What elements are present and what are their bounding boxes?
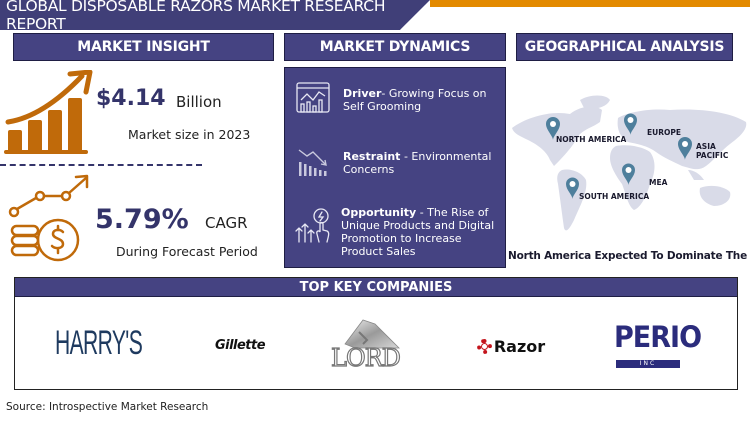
- report-title: GLOBAL DISPOSABLE RAZORS MARKET RESEARCH…: [0, 0, 430, 30]
- divider: [0, 164, 202, 166]
- top-key-companies-panel: TOP KEY COMPANIES HARRY'S Gillette LORD …: [14, 277, 738, 390]
- restraint-text: Restraint - Environmental Concerns: [343, 150, 492, 176]
- source-text: Source: Introspective Market Research: [6, 401, 209, 413]
- declining-chart-icon: [298, 149, 327, 176]
- market-dynamics-heading: MARKET DYNAMICS: [284, 33, 506, 61]
- region-asia-pacific: ASIA PACIFIC: [696, 142, 729, 160]
- coin-growth-icon: [8, 174, 89, 262]
- growth-touch-icon: [295, 208, 330, 243]
- region-europe: EUROPE: [647, 128, 681, 137]
- region-north-america: NORTH AMERICA: [556, 135, 627, 144]
- cagr-value: 5.79%: [95, 204, 189, 235]
- perio-wordmark: PERIO: [614, 320, 702, 355]
- market-size-label: Market size in 2023: [128, 127, 251, 142]
- logo-perio: PERIO INC: [612, 320, 702, 374]
- logo-harrys: HARRY'S: [55, 323, 143, 362]
- logo-gillette: Gillette: [214, 337, 266, 353]
- analytics-chart-icon: [296, 82, 330, 113]
- razor-wordmark: Razor: [493, 336, 546, 356]
- logo-razor: Razor: [466, 334, 556, 358]
- opportunity-text: Opportunity - The Rise of Unique Product…: [341, 206, 495, 258]
- header-accent-bar: [430, 0, 750, 7]
- market-insight-panel: $4.14 Billion Market size in 2023 5.79% …: [0, 62, 280, 272]
- cagr-unit: CAGR: [205, 214, 248, 232]
- geo-footer-text: North America Expected To Dominate The M…: [508, 250, 750, 262]
- top-key-companies-heading: TOP KEY COMPANIES: [15, 278, 737, 297]
- region-south-america: SOUTH AMERICA: [579, 192, 650, 201]
- lord-wordmark: LORD: [330, 343, 401, 372]
- market-size-value: $4.14: [96, 86, 166, 111]
- perio-inc: INC: [616, 360, 680, 368]
- logo-lord: LORD: [315, 314, 425, 376]
- geographical-analysis-heading: GEOGRAPHICAL ANALYSIS: [516, 33, 733, 61]
- market-dynamics-panel: Driver- Growing Focus on Self Grooming R…: [284, 67, 506, 268]
- market-size-unit: Billion: [176, 93, 222, 111]
- region-mea: MEA: [649, 178, 668, 187]
- cagr-label: During Forecast Period: [116, 244, 258, 259]
- growth-bar-chart-icon: [4, 70, 93, 154]
- razor-wheel-icon: [476, 338, 492, 354]
- world-map: [512, 95, 747, 231]
- market-insight-heading: MARKET INSIGHT: [13, 33, 274, 61]
- driver-text: Driver- Growing Focus on Self Grooming: [343, 87, 487, 113]
- razor-blade-icon: [344, 319, 400, 349]
